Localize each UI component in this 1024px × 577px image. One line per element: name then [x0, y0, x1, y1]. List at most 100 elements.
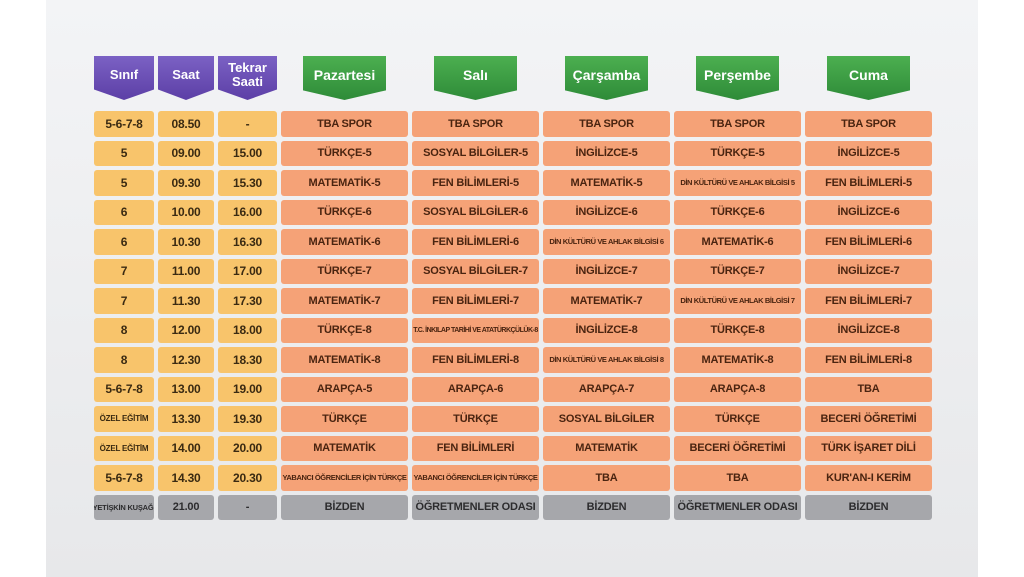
class-cell: ÖZEL EĞİTİM	[94, 435, 154, 461]
lesson-cell: SOSYAL BİLGİLER-7	[412, 258, 539, 284]
footer-lesson-cell: BİZDEN	[281, 494, 408, 520]
lesson-cell: İNGİLİZCE-6	[543, 199, 670, 225]
repeat-time-cell: 16.00	[218, 199, 277, 225]
lesson-cell: FEN BİLİMLERİ-8	[412, 347, 539, 373]
lesson-cell: TBA	[805, 376, 932, 402]
header-pazartesi: Pazartesi	[303, 56, 386, 100]
lesson-cell: DİN KÜLTÜRÜ VE AHLAK BİLGİSİ 7	[674, 288, 801, 314]
header-cuma: Cuma	[827, 56, 910, 100]
lesson-cell: TÜRKÇE-5	[674, 140, 801, 166]
lesson-cell: İNGİLİZCE-5	[805, 140, 932, 166]
class-cell: 8	[94, 317, 154, 343]
footer-lesson-cell: BİZDEN	[805, 494, 932, 520]
lesson-cell: İNGİLİZCE-7	[543, 258, 670, 284]
lesson-cell: İNGİLİZCE-6	[805, 199, 932, 225]
lesson-cell: KUR'AN-I KERİM	[805, 465, 932, 491]
repeat-time-cell: 17.00	[218, 258, 277, 284]
time-cell: 11.00	[158, 258, 214, 284]
class-cell: ÖZEL EĞİTİM	[94, 406, 154, 432]
class-cell: 5-6-7-8	[94, 111, 154, 137]
time-cell: 13.00	[158, 376, 214, 402]
time-cell: 09.00	[158, 140, 214, 166]
lesson-cell: MATEMATİK-5	[281, 170, 408, 196]
repeat-time-cell: 16.30	[218, 229, 277, 255]
lesson-cell: TÜRKÇE-5	[281, 140, 408, 166]
lesson-cell: TÜRKÇE	[281, 406, 408, 432]
time-cell: 12.00	[158, 317, 214, 343]
lesson-cell: FEN BİLİMLERİ-6	[412, 229, 539, 255]
lesson-cell: MATEMATİK-6	[674, 229, 801, 255]
lesson-cell: İNGİLİZCE-8	[543, 317, 670, 343]
lesson-cell: MATEMATİK-7	[543, 288, 670, 314]
footer-time-cell: 21.00	[158, 494, 214, 520]
lesson-cell: MATEMATİK	[543, 435, 670, 461]
lesson-cell: FEN BİLİMLERİ-5	[805, 170, 932, 196]
lesson-cell: SOSYAL BİLGİLER	[543, 406, 670, 432]
lesson-cell: MATEMATİK-5	[543, 170, 670, 196]
repeat-time-cell: 20.00	[218, 435, 277, 461]
footer-lesson-cell: BİZDEN	[543, 494, 670, 520]
lesson-cell: TÜRKÇE-8	[281, 317, 408, 343]
class-cell: 5-6-7-8	[94, 376, 154, 402]
lesson-cell: YABANCI ÖĞRENCİLER İÇİN TÜRKÇE	[412, 465, 539, 491]
header-saat: Saat	[158, 56, 214, 100]
lesson-cell: FEN BİLİMLERİ	[412, 435, 539, 461]
time-cell: 08.50	[158, 111, 214, 137]
header-sali: Salı	[434, 56, 517, 100]
lesson-cell: TBA SPOR	[543, 111, 670, 137]
lesson-cell: DİN KÜLTÜRÜ VE AHLAK BİLGİSİ 6	[543, 229, 670, 255]
class-cell: 6	[94, 199, 154, 225]
lesson-cell: MATEMATİK-8	[281, 347, 408, 373]
class-cell: 5	[94, 140, 154, 166]
lesson-cell: ARAPÇA-5	[281, 376, 408, 402]
lesson-cell: T.C. İNKILAP TARİHİ VE ATATÜRKÇÜLÜK-8	[412, 317, 539, 343]
time-cell: 12.30	[158, 347, 214, 373]
lesson-cell: DİN KÜLTÜRÜ VE AHLAK BİLGİSİ 5	[674, 170, 801, 196]
repeat-time-cell: 18.30	[218, 347, 277, 373]
lesson-cell: SOSYAL BİLGİLER-6	[412, 199, 539, 225]
lesson-cell: DİN KÜLTÜRÜ VE AHLAK BİLGİSİ 8	[543, 347, 670, 373]
class-cell: 6	[94, 229, 154, 255]
footer-lesson-cell: ÖĞRETMENLER ODASI	[412, 494, 539, 520]
lesson-cell: İNGİLİZCE-7	[805, 258, 932, 284]
time-cell: 13.30	[158, 406, 214, 432]
header-sinif: Sınıf	[94, 56, 154, 100]
lesson-cell: BECERİ ÖĞRETİMİ	[674, 435, 801, 461]
lesson-cell: TBA	[543, 465, 670, 491]
lesson-cell: TBA SPOR	[805, 111, 932, 137]
repeat-time-cell: 20.30	[218, 465, 277, 491]
repeat-time-cell: -	[218, 111, 277, 137]
lesson-cell: TBA SPOR	[412, 111, 539, 137]
lesson-cell: İNGİLİZCE-8	[805, 317, 932, 343]
schedule-table: Sınıf Saat Tekrar Saati Pazartesi Salı Ça…	[94, 56, 932, 520]
repeat-time-cell: 17.30	[218, 288, 277, 314]
repeat-time-cell: 19.30	[218, 406, 277, 432]
lesson-cell: TÜRKÇE	[674, 406, 801, 432]
lesson-cell: MATEMATİK-7	[281, 288, 408, 314]
lesson-cell: MATEMATİK	[281, 435, 408, 461]
lesson-cell: FEN BİLİMLERİ-5	[412, 170, 539, 196]
lesson-cell: TÜRKÇE	[412, 406, 539, 432]
lesson-cell: ARAPÇA-7	[543, 376, 670, 402]
repeat-time-cell: 15.00	[218, 140, 277, 166]
lesson-cell: SOSYAL BİLGİLER-5	[412, 140, 539, 166]
lesson-cell: FEN BİLİMLERİ-6	[805, 229, 932, 255]
lesson-cell: TÜRK İŞARET DİLİ	[805, 435, 932, 461]
class-cell: 5-6-7-8	[94, 465, 154, 491]
lesson-cell: TÜRKÇE-6	[281, 199, 408, 225]
time-cell: 14.00	[158, 435, 214, 461]
repeat-time-cell: 19.00	[218, 376, 277, 402]
header-carsamba: Çarşamba	[565, 56, 648, 100]
lesson-cell: ARAPÇA-8	[674, 376, 801, 402]
class-cell: 7	[94, 288, 154, 314]
lesson-cell: TBA SPOR	[281, 111, 408, 137]
lesson-cell: MATEMATİK-6	[281, 229, 408, 255]
lesson-cell: FEN BİLİMLERİ-7	[805, 288, 932, 314]
footer-lesson-cell: ÖĞRETMENLER ODASI	[674, 494, 801, 520]
class-cell: 8	[94, 347, 154, 373]
footer-repeat-cell: -	[218, 494, 277, 520]
lesson-cell: TBA SPOR	[674, 111, 801, 137]
lesson-cell: FEN BİLİMLERİ-7	[412, 288, 539, 314]
footer-class-cell: YETİŞKİN KUŞAĞI	[94, 494, 154, 520]
class-cell: 5	[94, 170, 154, 196]
